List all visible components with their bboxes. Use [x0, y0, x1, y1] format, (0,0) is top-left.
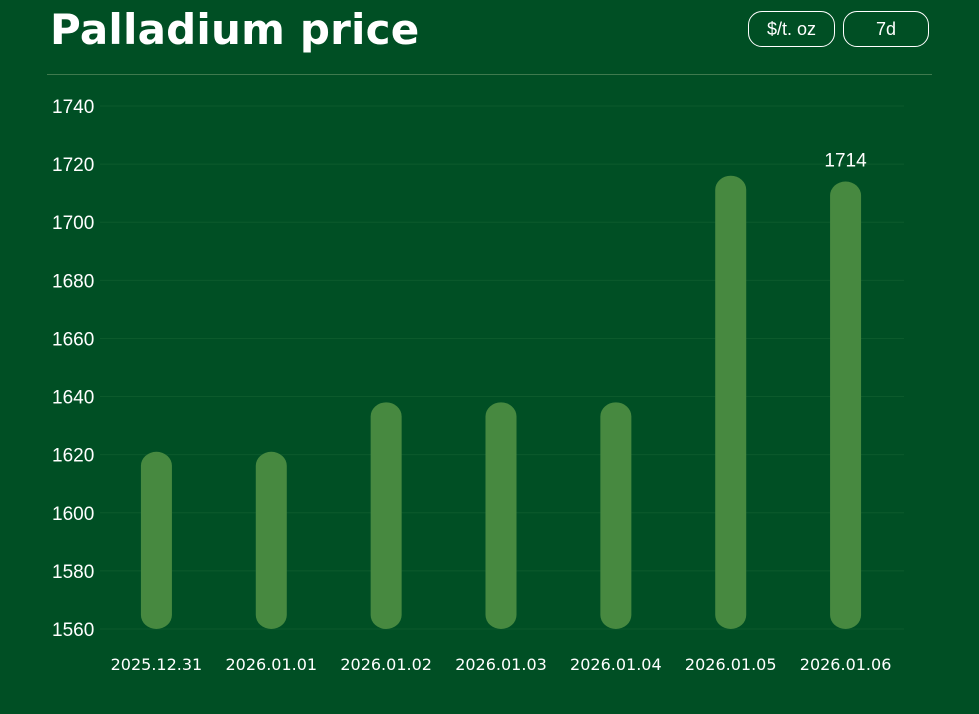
y-tick-label: 1600	[52, 504, 94, 525]
bar-2026.01.03[interactable]	[485, 402, 517, 629]
page-title: Palladium price	[50, 5, 420, 54]
x-tick-label: 2026.01.05	[685, 655, 777, 674]
y-tick-label: 1640	[52, 388, 94, 409]
header-divider	[47, 74, 932, 75]
y-tick-label: 1740	[52, 97, 94, 118]
x-tick-label: 2025.12.31	[111, 655, 203, 674]
bar-2026.01.04[interactable]	[600, 402, 632, 629]
data-label: 1714	[824, 151, 867, 172]
bar-2026.01.05[interactable]	[715, 175, 747, 629]
y-tick-label: 1660	[52, 329, 94, 350]
y-axis-ticks: 1560 1580 1600 1620 1640 1660 1680 1700 1720 1740	[52, 97, 94, 641]
x-tick-label: 2026.01.04	[570, 655, 662, 674]
bars	[140, 175, 862, 630]
bar-2026.01.06[interactable]	[830, 181, 862, 630]
y-tick-label: 1620	[52, 446, 94, 467]
y-tick-label: 1560	[52, 620, 94, 641]
y-tick-label: 1580	[52, 562, 94, 583]
y-tick-label: 1700	[52, 213, 94, 234]
x-tick-label: 2026.01.06	[800, 655, 892, 674]
x-axis-ticks: 2025.12.31 2026.01.01 2026.01.02 2026.01.03…	[111, 655, 892, 674]
data-labels: 1714	[824, 151, 867, 172]
bar-2026.01.01[interactable]	[255, 451, 287, 629]
y-tick-label: 1720	[52, 155, 94, 176]
x-tick-label: 2026.01.03	[455, 655, 547, 674]
chart-controls: $/t. oz 7d	[748, 11, 929, 47]
y-tick-label: 1680	[52, 271, 94, 292]
x-tick-label: 2026.01.01	[225, 655, 317, 674]
x-tick-label: 2026.01.02	[340, 655, 432, 674]
unit-selector-button[interactable]: $/t. oz	[748, 11, 835, 47]
time-range-button[interactable]: 7d	[843, 11, 929, 47]
bar-2025.12.31[interactable]	[140, 451, 172, 629]
bar-2026.01.02[interactable]	[370, 402, 402, 629]
